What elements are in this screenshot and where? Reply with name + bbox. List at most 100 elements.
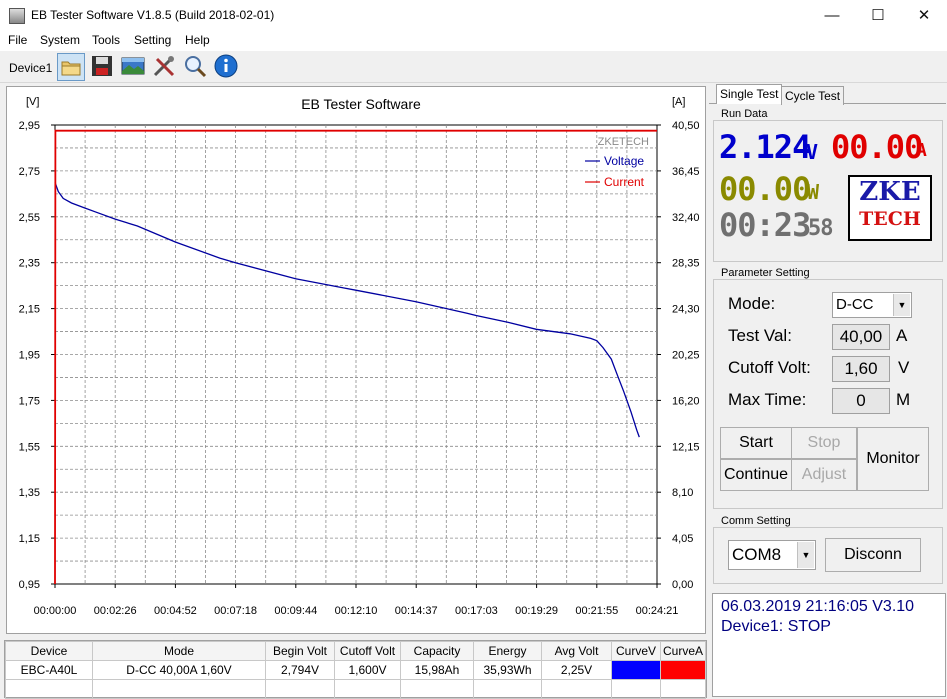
port-value: COM8 <box>732 545 782 564</box>
cell-cutoff-volt: 1,600V <box>334 660 401 680</box>
test-val-input[interactable]: 40,00 <box>832 324 890 350</box>
cell-energy: 35,93Wh <box>473 660 542 680</box>
comm-group <box>713 527 943 584</box>
title-bar: EB Tester Software V1.8.5 (Build 2018-02… <box>0 0 947 31</box>
tab-cycle-test[interactable]: Cycle Test <box>781 86 845 105</box>
results-table: Device Mode Begin Volt Cutoff Volt Capac… <box>4 640 707 699</box>
x-tick-label: 00:09:44 <box>274 605 317 617</box>
tab-single-test[interactable]: Single Test <box>716 84 783 104</box>
cutoff-volt-label: Cutoff Volt: <box>728 358 811 377</box>
legend-label-voltage: Voltage <box>604 154 644 168</box>
mode-label: Mode: <box>728 294 776 313</box>
y-right-tick-label: 28,35 <box>672 258 700 270</box>
current-unit: A <box>916 140 927 161</box>
open-folder-icon[interactable] <box>57 53 85 81</box>
x-tick-label: 00:19:29 <box>515 605 558 617</box>
y-right-tick-label: 40,50 <box>672 120 700 132</box>
maximize-button[interactable]: ☐ <box>871 7 885 24</box>
monitor-button[interactable]: Monitor <box>857 427 929 491</box>
parameter-label: Parameter Setting <box>719 267 812 279</box>
current-display: 00.00 <box>831 128 923 166</box>
x-tick-label: 00:07:18 <box>214 605 257 617</box>
col-begin-volt: Begin Volt <box>265 641 335 661</box>
chart-grid <box>54 124 658 585</box>
mode-select[interactable]: D-CC ▼ <box>832 292 912 318</box>
x-tick-label: 00:12:10 <box>335 605 378 617</box>
table-row[interactable]: EBC-A40L D-CC 40,00A 1,60V 2,794V 1,600V… <box>5 660 706 680</box>
cutoff-volt-input[interactable]: 1,60 <box>832 356 890 382</box>
magnifier-icon[interactable] <box>182 53 208 79</box>
start-button[interactable]: Start <box>720 427 792 459</box>
menu-system[interactable]: System <box>40 33 81 47</box>
minimize-button[interactable]: — <box>824 7 840 24</box>
run-data-group <box>713 120 943 262</box>
y-left-tick-label: 1,55 <box>19 441 40 453</box>
max-time-label: Max Time: <box>728 390 807 409</box>
x-tick-label: 00:21:55 <box>575 605 618 617</box>
zke-tech-logo: ZKE TECH <box>848 175 932 241</box>
save-disk-icon[interactable] <box>89 53 115 79</box>
stop-button[interactable]: Stop <box>791 427 857 459</box>
tools-icon[interactable] <box>151 53 177 79</box>
cell-mode: D-CC 40,00A 1,60V <box>92 660 266 680</box>
y-right-tick-label: 4,05 <box>672 533 693 545</box>
col-mode: Mode <box>92 641 266 661</box>
menu-help[interactable]: Help <box>185 33 210 47</box>
col-avg-volt: Avg Volt <box>541 641 612 661</box>
menu-file[interactable]: File <box>8 33 28 47</box>
chart-legend: Voltage Current <box>585 154 645 189</box>
y-left-tick-label: 2,15 <box>19 304 40 316</box>
y-right-tick-label: 16,20 <box>672 395 700 407</box>
y-right-tick-label: 20,25 <box>672 350 700 362</box>
col-curve-a: CurveA <box>660 641 706 661</box>
x-tick-label: 00:00:00 <box>34 605 77 617</box>
cell-capacity: 15,98Ah <box>400 660 474 680</box>
image-icon[interactable] <box>120 53 146 79</box>
legend-label-current: Current <box>604 175 645 189</box>
x-tick-label: 00:02:26 <box>94 605 137 617</box>
run-data-label: Run Data <box>719 108 770 120</box>
table-header-row: Device Mode Begin Volt Cutoff Volt Capac… <box>5 641 706 661</box>
chart: EB Tester Software [V] [A] ZKETECH 2,952… <box>19 96 700 617</box>
chart-watermark: ZKETECH <box>598 136 649 148</box>
close-button[interactable]: ✕ <box>917 7 931 24</box>
test-val-unit: A <box>896 326 908 345</box>
y-right-tick-label: 24,30 <box>672 304 700 316</box>
window-title: EB Tester Software V1.8.5 (Build 2018-02… <box>31 8 275 22</box>
y-right-unit: [A] <box>672 96 685 108</box>
comm-label: Comm Setting <box>719 515 793 527</box>
cell-begin-volt: 2,794V <box>265 660 335 680</box>
col-device: Device <box>5 641 93 661</box>
toolbar: Device1 <box>0 51 947 83</box>
time-seconds-display: 58 <box>808 216 833 241</box>
menu-tools[interactable]: Tools <box>92 33 121 47</box>
max-time-input[interactable]: 0 <box>832 388 890 414</box>
col-curve-v: CurveV <box>611 641 661 661</box>
cutoff-volt-unit: V <box>898 358 910 377</box>
status-panel: 06.03.2019 21:16:05 V3.10 Device1: STOP <box>712 593 946 697</box>
y-right-tick-label: 36,45 <box>672 166 700 178</box>
port-select[interactable]: COM8 ▼ <box>728 540 816 570</box>
curve-v-swatch[interactable] <box>611 660 661 680</box>
adjust-button[interactable]: Adjust <box>791 459 857 491</box>
curve-a-swatch[interactable] <box>660 660 706 680</box>
y-left-unit: [V] <box>26 96 39 108</box>
x-tick-label: 00:14:37 <box>395 605 438 617</box>
chart-title: EB Tester Software <box>301 96 421 112</box>
menu-setting[interactable]: Setting <box>134 33 172 47</box>
time-display: 00:23 <box>719 206 811 244</box>
chevron-down-icon[interactable]: ▼ <box>893 294 910 316</box>
y-left-tick-label: 1,35 <box>19 487 40 499</box>
disconnect-button[interactable]: Disconn <box>825 538 921 572</box>
y-left-tick-label: 2,55 <box>19 212 40 224</box>
continue-button[interactable]: Continue <box>720 459 792 491</box>
info-icon[interactable] <box>213 53 239 79</box>
chevron-down-icon[interactable]: ▼ <box>797 542 814 568</box>
device-label: Device1 <box>9 61 53 75</box>
logo-tech: TECH <box>859 208 921 230</box>
y-right-tick-label: 8,10 <box>672 487 693 499</box>
y-right-tick-label: 0,00 <box>672 579 693 591</box>
voltage-unit: V <box>806 140 818 164</box>
app-icon <box>9 8 25 24</box>
y-right-tick-label: 12,15 <box>672 441 700 453</box>
